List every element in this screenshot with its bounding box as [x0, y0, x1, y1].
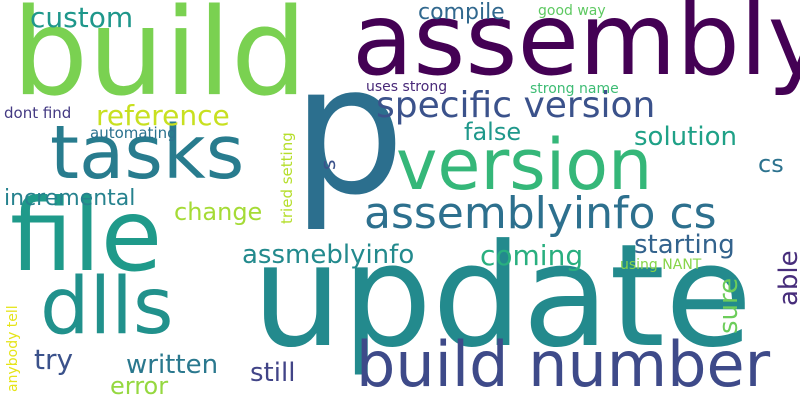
word-automating: automating: [90, 126, 177, 141]
word-change: change: [174, 200, 262, 224]
word-uses-strong: uses strong: [366, 80, 447, 94]
word-build-number: build number: [356, 334, 770, 396]
word-anybody-tell: anybody tell: [6, 305, 20, 392]
word-good-way: good way: [538, 4, 606, 18]
word-tried-setting: tried setting: [280, 132, 295, 224]
word-dlls: dlls: [40, 268, 174, 346]
word-starting: starting: [634, 232, 735, 258]
word-error: error: [110, 374, 168, 398]
word-solution: solution: [634, 124, 737, 150]
word-s: s: [318, 160, 338, 170]
word-using-nant: using NANT: [620, 258, 701, 272]
word-sure: sure: [716, 278, 742, 334]
word-still: still: [250, 360, 295, 386]
word-compile: compile: [418, 2, 505, 24]
word-strong-name: strong name: [530, 82, 619, 96]
word-incremental: incremental: [4, 188, 135, 210]
word-try: try: [34, 346, 73, 374]
word-dont-find: dont find: [4, 106, 71, 121]
word-coming: coming: [480, 242, 583, 270]
word-false: false: [464, 120, 521, 144]
word-able: able: [776, 250, 800, 306]
word-assmeblyinfo: assmeblyinfo: [242, 242, 414, 268]
word-cs: cs: [758, 152, 784, 176]
word-custom: custom: [30, 4, 133, 32]
